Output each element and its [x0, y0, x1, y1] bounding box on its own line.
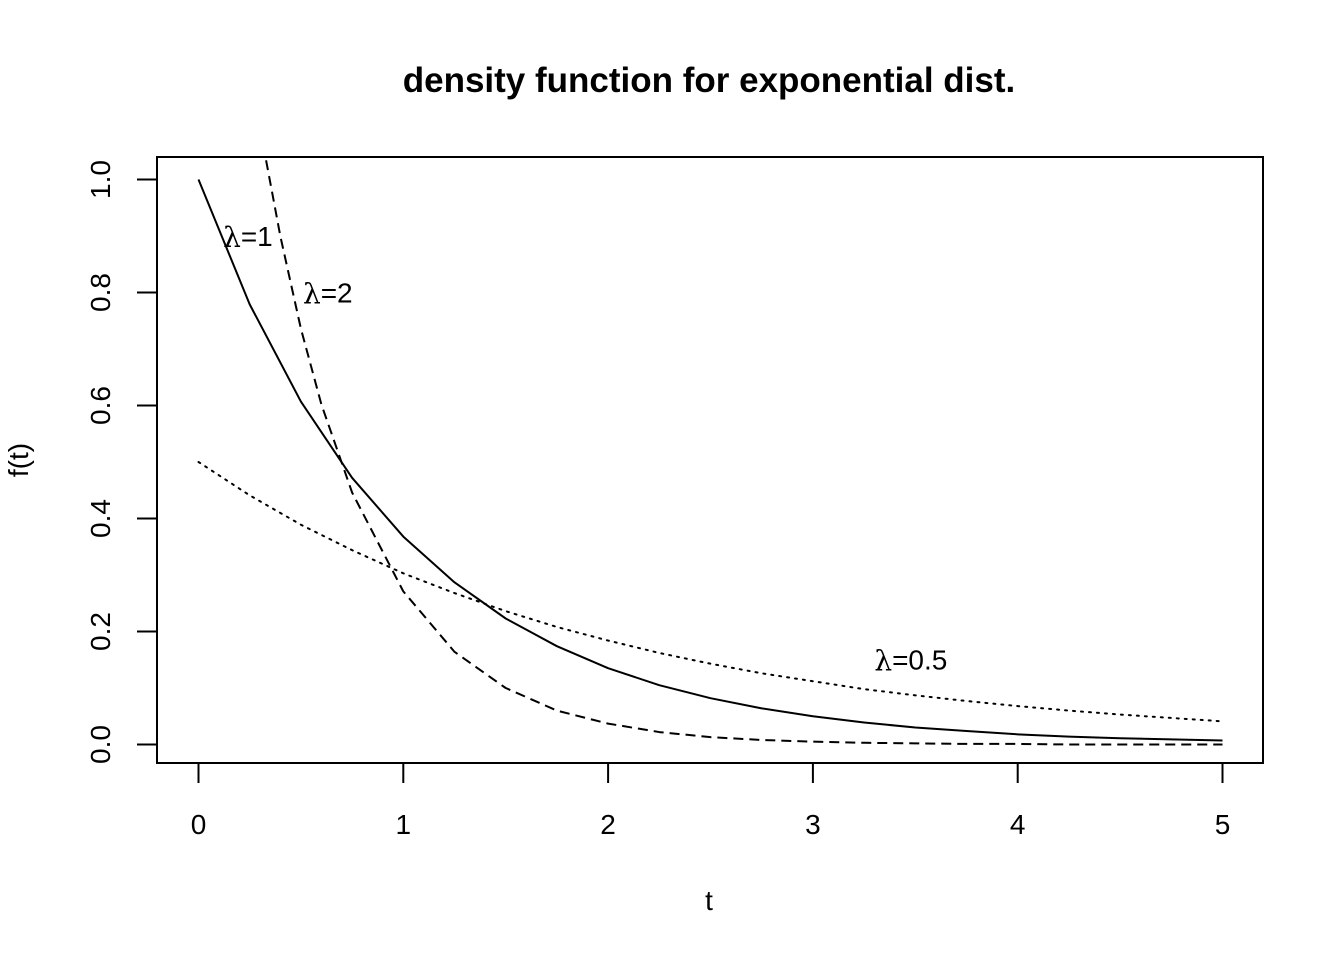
y-tick-label: 0.0 — [85, 725, 116, 764]
x-tick-label: 2 — [600, 809, 616, 840]
annotation-layer: λ=1λ=2λ=0.5 — [223, 220, 947, 677]
x-tick-label: 3 — [805, 809, 821, 840]
lambda-annotation: λ=2 — [303, 277, 353, 310]
series-line-solid — [197, 179, 1223, 742]
x-tick-label: 4 — [1010, 809, 1026, 840]
lambda-annotation: λ=1 — [223, 220, 273, 253]
series-layer — [197, 160, 1224, 746]
lambda-value: =0.5 — [892, 645, 947, 676]
lambda-annotation: λ=0.5 — [874, 644, 947, 677]
plot-frame — [156, 156, 1264, 764]
lambda-value: =2 — [321, 278, 353, 309]
lambda-value: =1 — [241, 221, 273, 252]
chart-title: density function for exponential dist. — [403, 61, 1016, 100]
y-axis: 0.0 0.2 0.4 0.6 0.8 1.0 — [85, 160, 158, 764]
x-tick-label: 5 — [1215, 809, 1231, 840]
y-tick-label: 1.0 — [85, 160, 116, 199]
y-tick-label: 0.6 — [85, 386, 116, 425]
lambda-symbol: λ — [874, 644, 892, 677]
series-line-dashed — [265, 160, 1223, 746]
x-axis: 0 1 2 3 4 5 — [191, 762, 1231, 840]
lambda-symbol: λ — [223, 220, 241, 253]
y-tick-label: 0.4 — [85, 499, 116, 538]
y-tick-label: 0.2 — [85, 612, 116, 651]
y-axis-label: f(t) — [3, 443, 34, 477]
x-tick-label: 0 — [191, 809, 207, 840]
series-line-dotted — [197, 461, 1224, 723]
x-axis-label: t — [705, 885, 713, 916]
lambda-symbol: λ — [303, 277, 321, 310]
x-tick-label: 1 — [396, 809, 412, 840]
y-tick-label: 0.8 — [85, 273, 116, 312]
